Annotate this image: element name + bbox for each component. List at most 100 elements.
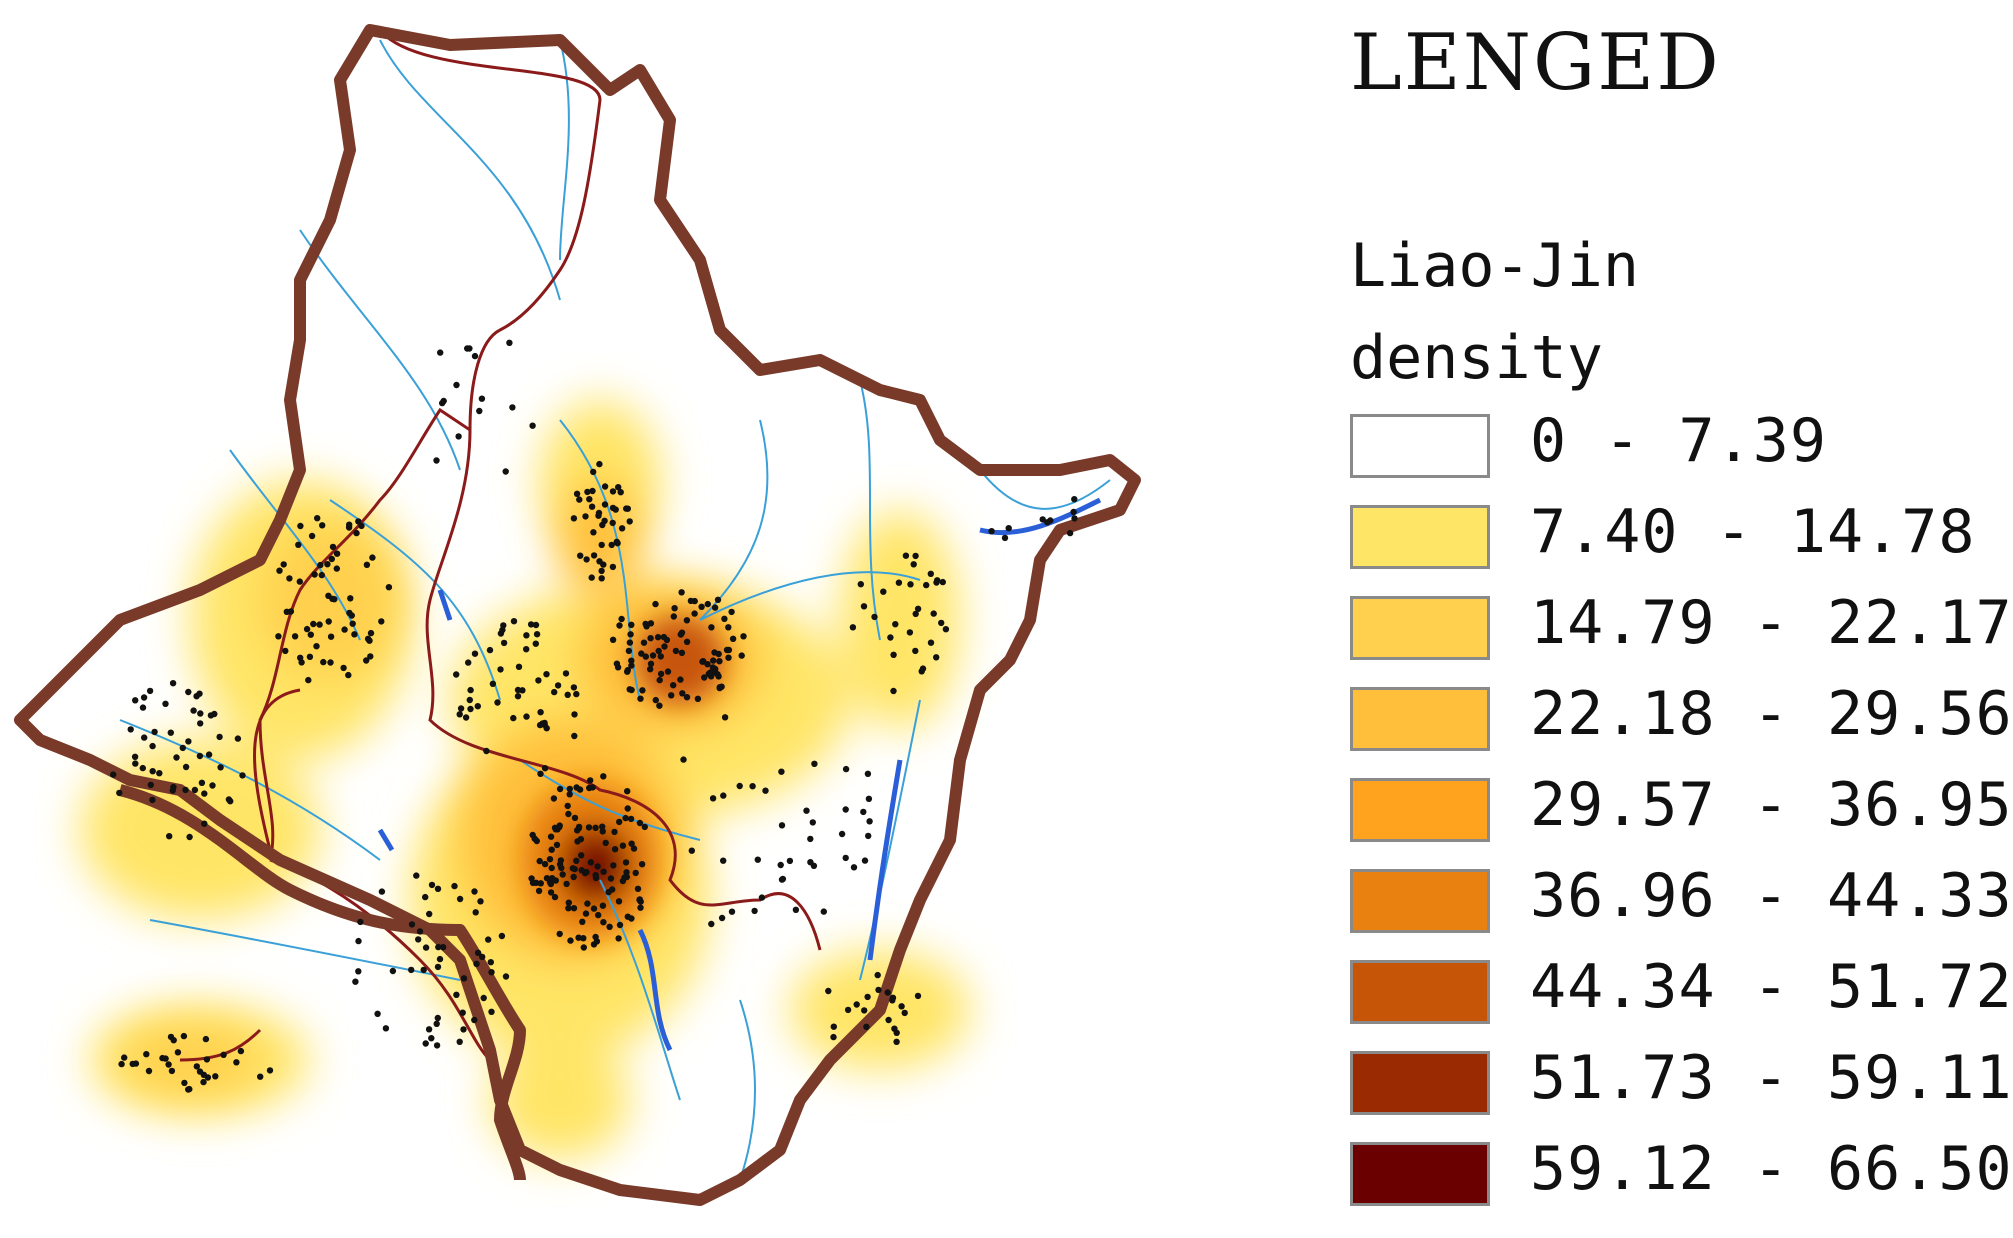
site-dot-icon	[807, 835, 814, 843]
site-dot-icon	[314, 515, 321, 522]
site-dot-icon	[291, 633, 299, 640]
site-dot-icon	[621, 874, 628, 881]
site-dot-icon	[607, 875, 615, 882]
site-dot-icon	[459, 1009, 466, 1016]
site-dot-icon	[892, 621, 899, 628]
site-dot-icon	[923, 581, 930, 589]
legend-range-label: 44.34 - 51.72	[1530, 952, 2013, 1022]
site-dot-icon	[151, 728, 158, 736]
legend-swatch	[1350, 414, 1490, 478]
site-dot-icon	[942, 626, 950, 633]
site-dot-icon	[169, 787, 176, 794]
site-dot-icon	[217, 764, 224, 771]
site-dot-icon	[566, 791, 573, 798]
site-dot-icon	[710, 657, 717, 664]
site-dot-icon	[280, 561, 287, 568]
site-dot-icon	[570, 905, 578, 912]
site-dot-icon	[616, 818, 623, 826]
site-dot-icon	[486, 646, 494, 654]
site-dot-icon	[863, 1023, 870, 1030]
site-dot-icon	[938, 619, 945, 627]
site-dot-icon	[584, 900, 591, 907]
site-dot-icon	[552, 877, 559, 884]
site-dot-icon	[311, 571, 318, 578]
site-dot-icon	[751, 907, 758, 915]
site-dot-icon	[564, 691, 571, 698]
site-dot-icon	[437, 349, 444, 356]
site-dot-icon	[657, 670, 665, 678]
site-dot-icon	[327, 633, 335, 640]
site-dot-icon	[471, 352, 479, 360]
site-dot-icon	[471, 888, 478, 895]
site-dot-icon	[683, 638, 691, 645]
site-dot-icon	[627, 631, 634, 638]
site-dot-icon	[535, 887, 543, 895]
site-dot-icon	[587, 777, 594, 784]
site-dot-icon	[647, 635, 654, 642]
site-dot-icon	[571, 732, 578, 740]
site-dot-icon	[453, 671, 460, 678]
site-dot-icon	[296, 578, 303, 585]
site-dot-icon	[282, 647, 289, 655]
site-dot-icon	[345, 671, 352, 679]
site-dot-icon	[611, 828, 618, 836]
site-dot-icon	[779, 875, 787, 883]
site-dot-icon	[605, 888, 612, 896]
site-dot-icon	[893, 1029, 900, 1037]
site-dot-icon	[357, 918, 364, 926]
site-dot-icon	[634, 885, 642, 892]
site-dot-icon	[725, 624, 732, 631]
site-dot-icon	[422, 1040, 429, 1047]
site-dot-icon	[374, 1010, 381, 1017]
site-dot-icon	[628, 657, 635, 664]
site-dot-icon	[701, 674, 708, 681]
site-dot-icon	[502, 468, 509, 475]
site-dot-icon	[601, 517, 608, 524]
site-dot-icon	[694, 695, 702, 702]
site-dot-icon	[536, 857, 543, 865]
site-dot-icon	[688, 847, 695, 854]
site-dot-icon	[329, 543, 337, 551]
site-dot-icon	[716, 684, 723, 691]
site-dot-icon	[677, 676, 684, 683]
legend-range-label: 51.73 - 59.11	[1530, 1043, 2013, 1113]
site-dot-icon	[415, 936, 422, 943]
site-dot-icon	[439, 399, 446, 407]
site-dot-icon	[487, 959, 494, 966]
site-dot-icon	[907, 581, 914, 588]
site-dot-icon	[599, 902, 607, 909]
site-dot-icon	[563, 880, 570, 888]
site-dot-icon	[433, 1020, 440, 1027]
site-dot-icon	[849, 624, 857, 631]
site-dot-icon	[480, 994, 487, 1002]
site-dot-icon	[622, 859, 630, 866]
site-dot-icon	[209, 782, 216, 789]
site-dot-icon	[590, 552, 598, 559]
site-dot-icon	[714, 596, 722, 603]
site-dot-icon	[355, 518, 362, 525]
legend-swatch	[1350, 778, 1490, 842]
site-dot-icon	[308, 532, 316, 540]
legend-swatch	[1350, 687, 1490, 751]
site-dot-icon	[617, 489, 624, 496]
site-dot-icon	[874, 971, 881, 979]
site-dot-icon	[428, 881, 436, 889]
site-dot-icon	[624, 505, 631, 512]
site-dot-icon	[567, 937, 574, 944]
site-dot-icon	[683, 694, 691, 701]
site-dot-icon	[436, 955, 444, 963]
site-dot-icon	[618, 525, 626, 532]
site-dot-icon	[420, 966, 427, 974]
site-dot-icon	[550, 795, 558, 802]
site-dot-icon	[596, 558, 603, 565]
legend-title: LENGED	[1350, 18, 1721, 108]
site-dot-icon	[628, 686, 635, 694]
site-dot-icon	[547, 880, 555, 888]
site-dot-icon	[535, 677, 542, 684]
site-dot-icon	[711, 649, 718, 656]
site-dot-icon	[830, 1023, 837, 1030]
site-dot-icon	[340, 664, 347, 672]
site-dot-icon	[363, 657, 370, 664]
site-dot-icon	[601, 483, 609, 490]
site-dot-icon	[471, 650, 479, 657]
